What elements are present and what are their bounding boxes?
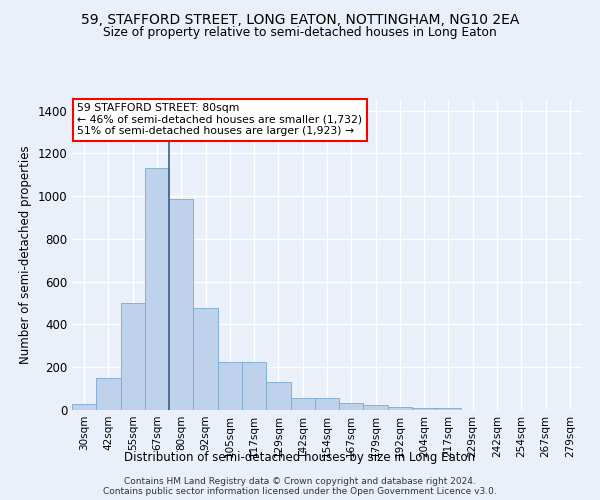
Bar — [193, 308, 218, 410]
Bar — [364, 406, 388, 410]
Bar — [72, 404, 96, 410]
Bar — [218, 362, 242, 410]
Bar — [121, 303, 145, 410]
Bar — [96, 378, 121, 410]
Bar — [169, 200, 193, 410]
Bar — [266, 382, 290, 410]
Text: Distribution of semi-detached houses by size in Long Eaton: Distribution of semi-detached houses by … — [124, 451, 476, 464]
Bar — [436, 408, 461, 410]
Text: Contains HM Land Registry data © Crown copyright and database right 2024.: Contains HM Land Registry data © Crown c… — [124, 476, 476, 486]
Bar — [339, 403, 364, 410]
Bar — [145, 168, 169, 410]
Text: Size of property relative to semi-detached houses in Long Eaton: Size of property relative to semi-detach… — [103, 26, 497, 39]
Bar — [388, 407, 412, 410]
Y-axis label: Number of semi-detached properties: Number of semi-detached properties — [19, 146, 32, 364]
Bar — [315, 398, 339, 410]
Bar — [242, 362, 266, 410]
Text: Contains public sector information licensed under the Open Government Licence v3: Contains public sector information licen… — [103, 486, 497, 496]
Text: 59 STAFFORD STREET: 80sqm
← 46% of semi-detached houses are smaller (1,732)
51% : 59 STAFFORD STREET: 80sqm ← 46% of semi-… — [77, 103, 362, 136]
Text: 59, STAFFORD STREET, LONG EATON, NOTTINGHAM, NG10 2EA: 59, STAFFORD STREET, LONG EATON, NOTTING… — [81, 12, 519, 26]
Bar — [290, 398, 315, 410]
Bar — [412, 408, 436, 410]
